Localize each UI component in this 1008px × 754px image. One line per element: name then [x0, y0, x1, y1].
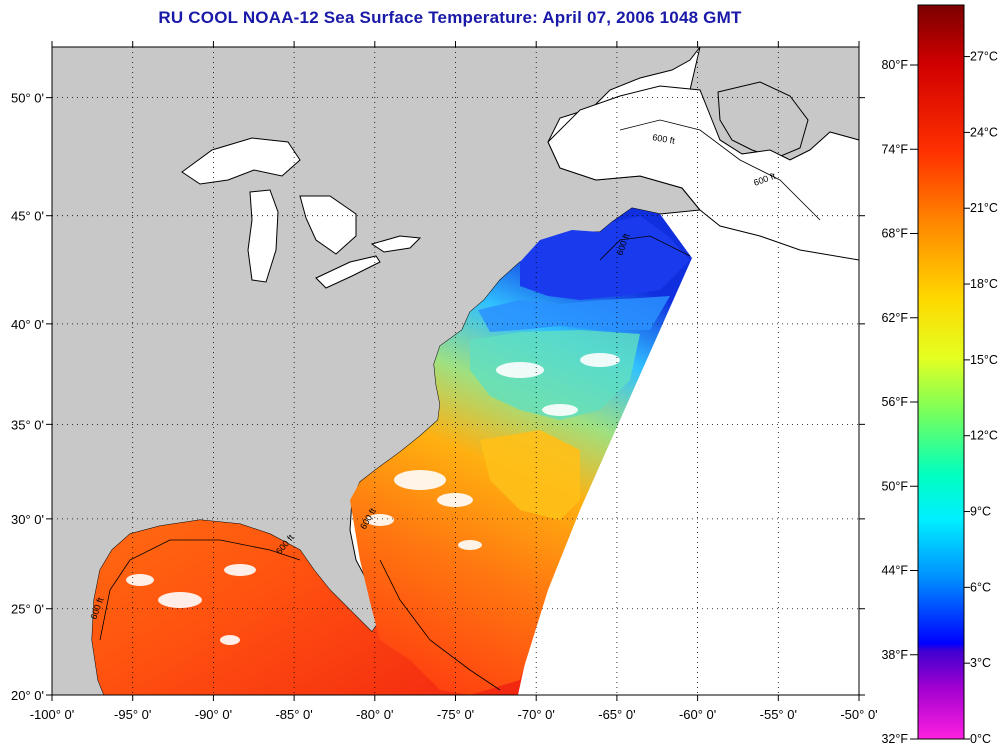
celsius-label: 24°C — [970, 125, 998, 139]
lon-tick-label: -75° 0' — [437, 707, 474, 722]
map-title: RU COOL NOAA-12 Sea Surface Temperature:… — [158, 8, 742, 27]
sst-mid-shelf — [470, 330, 640, 420]
sst-cold-water-gulf-of-maine — [520, 216, 690, 300]
lat-lon-grid — [52, 47, 859, 695]
sst-cool-shelf — [478, 296, 670, 332]
lon-tick-label: -50° 0' — [840, 707, 877, 722]
lake-ontario — [370, 235, 422, 253]
lon-tick-label: -80° 0' — [356, 707, 393, 722]
newfoundland-island — [717, 81, 809, 159]
fahrenheit-label: 50°F — [881, 479, 908, 493]
lon-tick-label: -65° 0' — [598, 707, 635, 722]
fahrenheit-label: 38°F — [881, 648, 908, 662]
celsius-label: 21°C — [970, 201, 998, 215]
temperature-color-bar — [917, 4, 965, 740]
fahrenheit-label: 74°F — [881, 142, 908, 156]
lon-tick-label: -70° 0' — [518, 707, 555, 722]
lon-tick-label: -90° 0' — [195, 707, 232, 722]
celsius-scale: 27°C 24°C 21°C 18°C 15°C 12°C 9°C 6°C 3°C 0°C — [964, 50, 998, 746]
fahrenheit-label: 68°F — [881, 227, 908, 241]
lake-erie — [315, 255, 381, 289]
lon-tick-label: -100° 0' — [30, 707, 75, 722]
lat-tick-label: 45° 0' — [11, 209, 44, 224]
lon-tick-label: -55° 0' — [760, 707, 797, 722]
fahrenheit-label: 44°F — [881, 564, 908, 578]
lat-tick-label: 35° 0' — [11, 417, 44, 432]
latitude-axis: 20° 0' 25° 0' 30° 0' 35° 0' 40° 0' 45° 0' 50° … — [11, 91, 865, 703]
celsius-label: 9°C — [970, 505, 991, 519]
sst-warm-core — [480, 430, 580, 520]
lat-tick-label: 25° 0' — [11, 602, 44, 617]
longitude-axis: -100° 0' -95° 0' -90° 0' -85° 0' -80° 0' -75°… — [30, 41, 878, 722]
celsius-label: 3°C — [970, 656, 991, 670]
fahrenheit-scale: 80°F 74°F 68°F 62°F 56°F 50°F 44°F 38°F 32°F — [881, 58, 918, 746]
lon-tick-label: -60° 0' — [679, 707, 716, 722]
lake-huron — [299, 195, 357, 255]
fahrenheit-label: 80°F — [881, 58, 908, 72]
lake-superior — [181, 137, 301, 185]
celsius-label: 15°C — [970, 353, 998, 367]
celsius-label: 0°C — [970, 732, 991, 746]
lat-tick-label: 30° 0' — [11, 512, 44, 527]
celsius-label: 18°C — [970, 277, 998, 291]
celsius-label: 27°C — [970, 50, 998, 64]
cloud-patches — [126, 353, 620, 645]
lake-michigan — [247, 189, 279, 283]
gulf-of-st-lawrence — [547, 85, 859, 261]
lat-tick-label: 20° 0' — [11, 688, 44, 703]
contour-label: 600 ft — [652, 132, 676, 146]
lat-tick-label: 50° 0' — [11, 91, 44, 106]
fahrenheit-label: 62°F — [881, 311, 908, 325]
celsius-label: 6°C — [970, 580, 991, 594]
lon-tick-label: -85° 0' — [275, 707, 312, 722]
fahrenheit-label: 32°F — [881, 732, 908, 746]
lon-tick-label: -95° 0' — [114, 707, 151, 722]
lat-tick-label: 40° 0' — [11, 317, 44, 332]
fahrenheit-label: 56°F — [881, 395, 908, 409]
depth-contours — [99, 119, 821, 691]
celsius-label: 12°C — [970, 429, 998, 443]
